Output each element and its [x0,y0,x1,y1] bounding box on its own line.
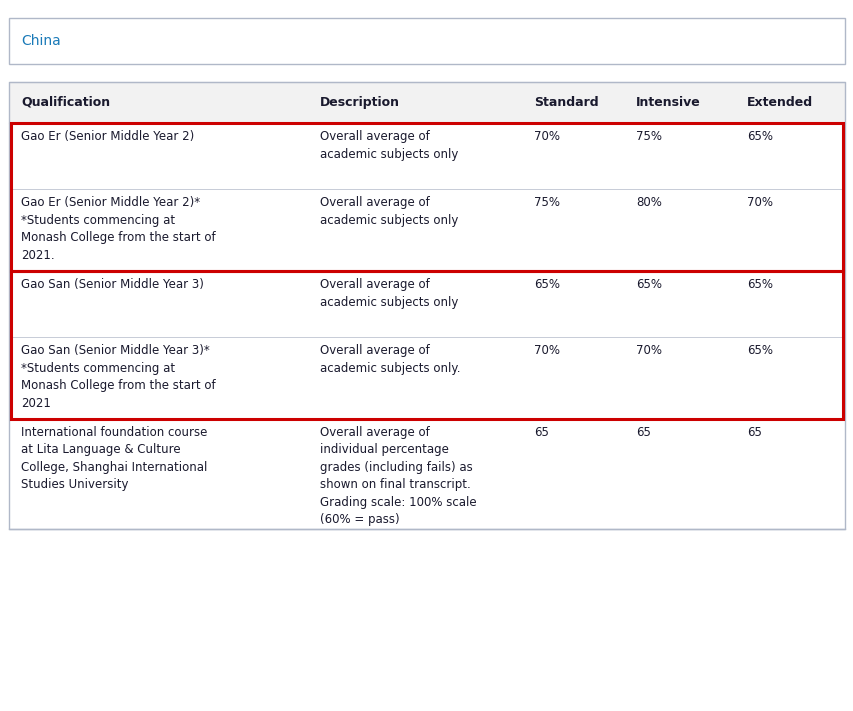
FancyBboxPatch shape [9,82,844,123]
Text: 65%: 65% [746,278,772,291]
Text: Description: Description [320,96,400,109]
Text: 65: 65 [746,426,761,439]
Text: 75%: 75% [533,196,559,209]
Text: 80%: 80% [635,196,661,209]
Text: Extended: Extended [746,96,812,109]
Text: Overall average of
individual percentage
grades (including fails) as
shown on fi: Overall average of individual percentage… [320,426,476,526]
Text: Standard: Standard [533,96,598,109]
FancyBboxPatch shape [9,123,844,189]
Text: 65%: 65% [635,278,661,291]
Text: Gao San (Senior Middle Year 3): Gao San (Senior Middle Year 3) [21,278,204,291]
FancyBboxPatch shape [9,189,844,271]
Text: 65%: 65% [746,130,772,143]
Text: 70%: 70% [635,344,661,357]
Text: 65: 65 [635,426,650,439]
FancyBboxPatch shape [9,18,844,64]
Text: 70%: 70% [533,130,559,143]
Text: 65%: 65% [746,344,772,357]
Text: Gao Er (Senior Middle Year 2): Gao Er (Senior Middle Year 2) [21,130,194,143]
Text: 75%: 75% [635,130,661,143]
Text: Gao Er (Senior Middle Year 2)*
*Students commencing at
Monash College from the s: Gao Er (Senior Middle Year 2)* *Students… [21,196,216,262]
Text: Overall average of
academic subjects only: Overall average of academic subjects onl… [320,130,458,161]
FancyBboxPatch shape [9,271,844,337]
Text: China: China [21,34,61,48]
FancyBboxPatch shape [9,419,844,529]
Text: Intensive: Intensive [635,96,700,109]
Text: 65%: 65% [533,278,559,291]
Text: Overall average of
academic subjects only: Overall average of academic subjects onl… [320,196,458,227]
FancyBboxPatch shape [9,337,844,419]
Text: Qualification: Qualification [21,96,110,109]
Text: Gao San (Senior Middle Year 3)*
*Students commencing at
Monash College from the : Gao San (Senior Middle Year 3)* *Student… [21,344,216,410]
Text: 65: 65 [533,426,548,439]
Text: International foundation course
at Lita Language & Culture
College, Shanghai Int: International foundation course at Lita … [21,426,207,491]
Text: Overall average of
academic subjects only: Overall average of academic subjects onl… [320,278,458,309]
Text: 70%: 70% [746,196,772,209]
Text: Overall average of
academic subjects only.: Overall average of academic subjects onl… [320,344,461,375]
Text: 70%: 70% [533,344,559,357]
